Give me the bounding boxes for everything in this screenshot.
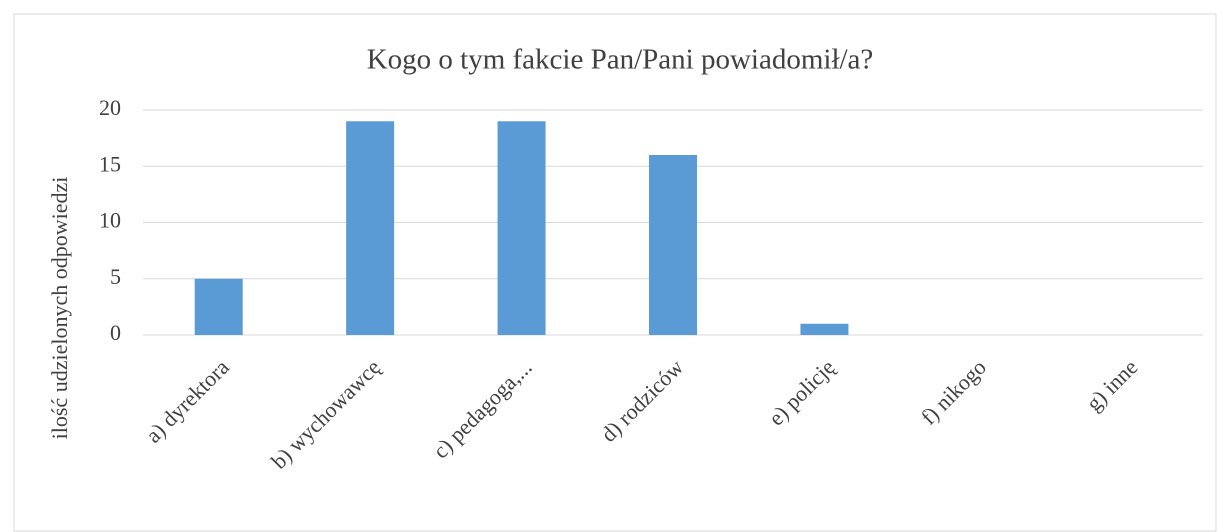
chart-border — [13, 13, 1217, 532]
y-tick-label: 0 — [110, 320, 121, 345]
y-tick-label: 5 — [110, 264, 121, 289]
chart-title: Kogo o tym fakcie Pan/Pani powiadomił/a? — [367, 44, 874, 76]
bar — [497, 121, 546, 335]
y-tick-label: 20 — [99, 95, 121, 120]
bar — [800, 323, 849, 335]
y-tick-label: 10 — [99, 208, 121, 233]
y-axis-label: ilość udzielonych odpowiedzi — [47, 177, 72, 440]
y-tick-label: 15 — [99, 151, 121, 176]
bar — [194, 278, 243, 335]
bar — [649, 155, 697, 335]
bar — [346, 121, 395, 335]
